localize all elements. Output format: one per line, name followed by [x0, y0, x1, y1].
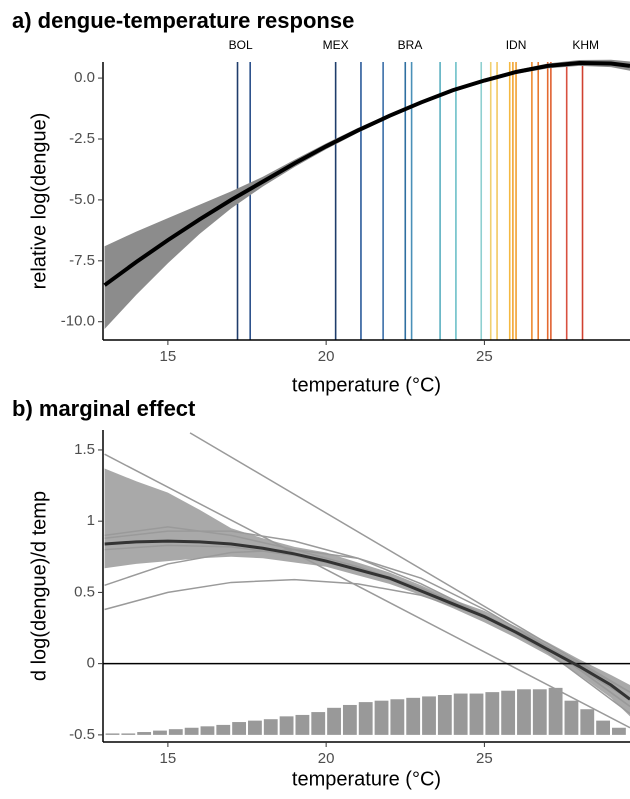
replicate-line [189, 432, 630, 693]
country-label: KHM [572, 38, 599, 52]
histogram-bar [295, 714, 310, 735]
panel-title: b) marginal effect [12, 396, 196, 421]
confidence-band [104, 468, 630, 717]
histogram-bar [596, 720, 611, 735]
histogram-bar [232, 722, 247, 735]
histogram-bar [200, 726, 215, 735]
x-tick-label: 15 [160, 750, 177, 767]
histogram-bar [374, 700, 389, 735]
y-tick-label: 0.5 [74, 583, 95, 600]
histogram-bar [263, 719, 278, 735]
histogram-bar [279, 716, 294, 735]
histogram-bar [390, 699, 405, 735]
y-tick-label: 1.5 [74, 441, 95, 458]
y-tick-label: -10.0 [61, 313, 95, 330]
histogram-bar [184, 727, 199, 735]
histogram-bar [248, 720, 262, 735]
replicate-line [104, 453, 630, 729]
x-axis-title: temperature (°C) [292, 768, 441, 790]
country-label: MEX [323, 38, 349, 52]
histogram-bar [437, 694, 452, 735]
histogram-bar [153, 730, 167, 735]
histogram-bar [358, 702, 373, 735]
country-label: IDN [506, 38, 527, 52]
panel-title: a) dengue-temperature response [12, 8, 354, 33]
x-tick-label: 25 [476, 750, 493, 767]
histogram-bar [501, 690, 516, 735]
x-tick-label: 25 [476, 348, 493, 365]
histogram-bar [342, 704, 357, 735]
histogram-bar [105, 733, 120, 735]
x-axis-title: temperature (°C) [292, 374, 441, 396]
y-tick-label: 1 [87, 512, 95, 529]
histogram-bar [469, 693, 484, 735]
y-tick-label: -0.5 [69, 726, 95, 743]
y-tick-label: -2.5 [69, 130, 95, 147]
country-label: BOL [229, 38, 253, 52]
histogram-bar [422, 696, 436, 735]
histogram-bar [121, 733, 136, 735]
histogram-bar [311, 712, 326, 735]
y-tick-label: 0.0 [74, 69, 95, 86]
histogram-bar [485, 692, 500, 735]
y-tick-label: -5.0 [69, 191, 95, 208]
histogram-bar [564, 700, 579, 735]
x-tick-label: 20 [318, 750, 335, 767]
country-label: BRA [398, 38, 423, 52]
histogram-bar [517, 689, 531, 735]
replicate-line [104, 526, 630, 693]
histogram-bar [406, 697, 421, 735]
y-axis-title: relative log(dengue) [28, 113, 50, 290]
histogram-bar [168, 729, 183, 735]
main-curve [103, 60, 630, 287]
histogram-bar [548, 687, 563, 735]
y-axis-title: d log(dengue)/d temp [28, 491, 50, 681]
histogram-bar [137, 732, 152, 735]
histogram-bar [327, 707, 341, 735]
histogram-bar [216, 724, 231, 735]
histogram-bar [532, 689, 547, 735]
histogram-bar [453, 693, 468, 735]
x-tick-label: 15 [160, 348, 177, 365]
y-tick-label: 0 [87, 655, 95, 672]
y-tick-label: -7.5 [69, 252, 95, 269]
histogram-bar [612, 727, 626, 735]
replicate-line [104, 530, 630, 715]
main-curve [104, 539, 630, 701]
x-tick-label: 20 [318, 348, 335, 365]
histogram-bar [580, 709, 595, 735]
